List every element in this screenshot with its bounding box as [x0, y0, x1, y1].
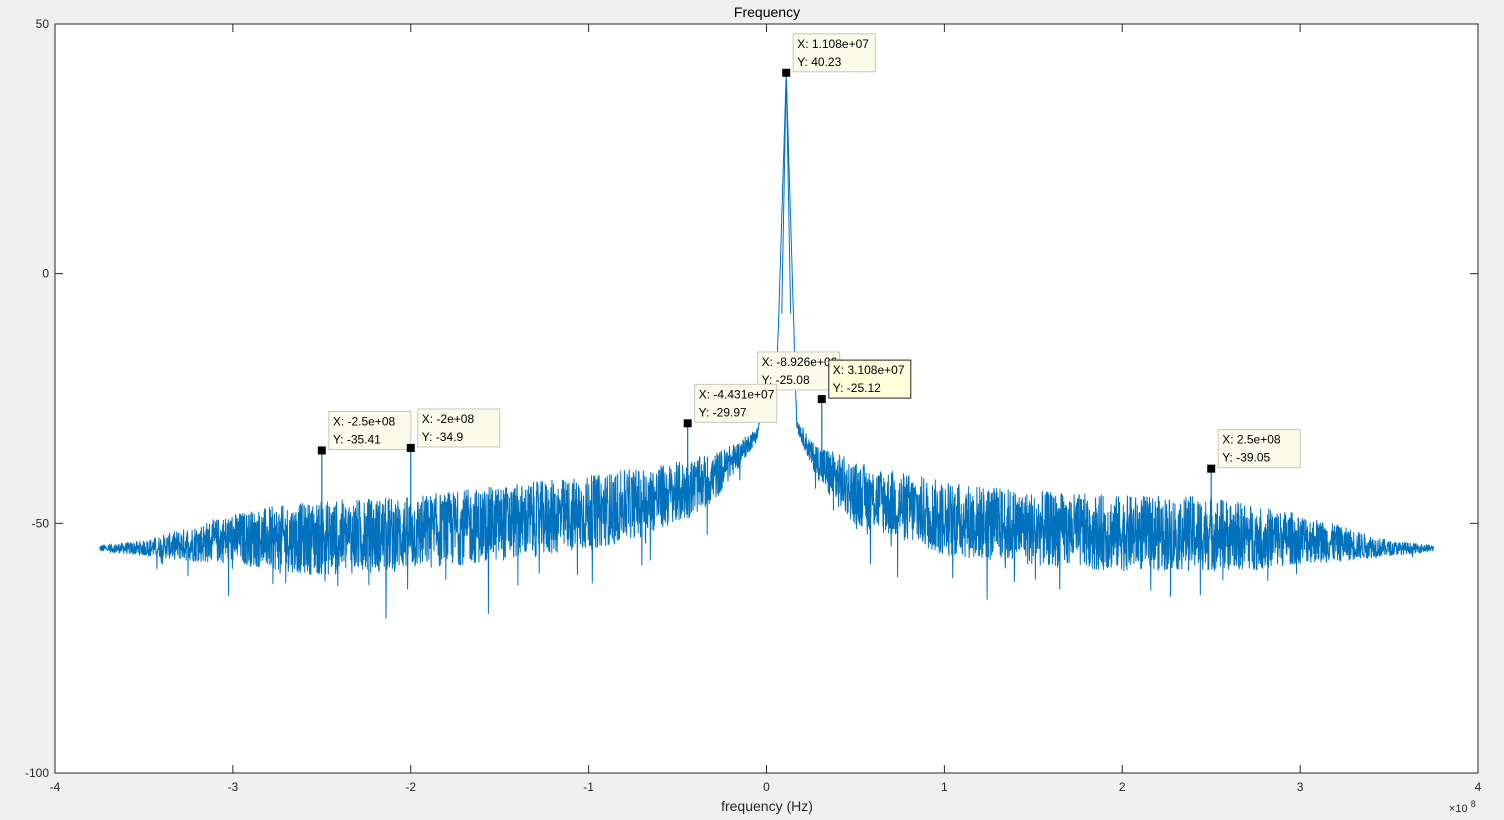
datatip-box [1217, 429, 1301, 469]
datatip[interactable]: X: -4.431e+07 Y: -29.97 [683, 383, 778, 428]
datatip[interactable]: X: 3.108e+07 Y: -25.12 [817, 359, 912, 404]
datatip-box [792, 33, 876, 73]
datatip-box [328, 410, 412, 450]
datatip-marker[interactable] [406, 443, 415, 452]
y-tick-label: -50 [32, 516, 50, 530]
datatip-marker[interactable] [817, 395, 826, 404]
y-tick-label: 0 [42, 267, 49, 281]
datatip-marker[interactable] [683, 419, 692, 428]
datatip-marker[interactable] [1207, 464, 1216, 473]
spur-lines [321, 399, 1212, 539]
x-axis-exponent: ×10 8 [1449, 799, 1476, 815]
datatip-box [417, 408, 501, 448]
y-tick-label: 50 [36, 17, 50, 31]
x-tick-label: 0 [763, 780, 770, 794]
datatip-text: Y: -29.97 [699, 405, 747, 419]
datatip-text: X: 2.5e+08 [1222, 433, 1281, 447]
datatip[interactable]: X: -2.5e+08 Y: -35.41 [317, 410, 412, 455]
datatip-marker[interactable] [782, 68, 791, 77]
datatip[interactable]: X: -8.926e+06 Y: -25.08 [746, 351, 841, 403]
axes-box [54, 23, 1479, 774]
x-axis-label: frequency (Hz) [721, 798, 813, 814]
x-tick-label: 3 [1297, 780, 1304, 794]
datatip-text: X: -8.926e+06 [762, 355, 838, 369]
x-tick-label: 1 [941, 780, 948, 794]
datatip-box [757, 351, 841, 391]
y-tick-label: -100 [25, 766, 49, 780]
x-axis-exponent-power: 8 [1471, 799, 1476, 809]
datatip-text: X: -4.431e+07 [699, 387, 775, 401]
x-tick-label: -3 [228, 780, 239, 794]
datatip-text: Y: -34.9 [422, 430, 464, 444]
datatip-text: X: -2e+08 [422, 412, 475, 426]
datatip-box [694, 383, 778, 423]
datatip-text: Y: -39.05 [1222, 451, 1270, 465]
chart-title: Frequency [734, 4, 800, 20]
x-tick-label: 2 [1119, 780, 1126, 794]
datatip-marker[interactable] [317, 446, 326, 455]
datatip-text: Y: -25.12 [833, 381, 881, 395]
datatip[interactable]: X: 1.108e+07 Y: 40.23 [782, 33, 876, 77]
datatip-box [828, 359, 912, 399]
datatip-text: X: -2.5e+08 [333, 414, 396, 428]
datatips[interactable]: X: 1.108e+07Y: 40.23X: 0X: -8.926e+06Y: … [317, 33, 1301, 473]
x-tick-label: 4 [1475, 780, 1482, 794]
x-tick-label: -2 [405, 780, 416, 794]
datatip-text: X: 3.108e+07 [833, 363, 905, 377]
datatip-text: Y: -35.41 [333, 432, 381, 446]
x-tick-label: -4 [50, 780, 61, 794]
datatip[interactable]: X: -2e+08 Y: -34.9 [406, 408, 501, 452]
datatip-text: Y: 40.23 [797, 55, 841, 69]
datatip-text: Y: -25.08 [762, 373, 810, 387]
x-axis-exponent-base: ×10 [1449, 803, 1468, 815]
x-tick-label: -1 [583, 780, 594, 794]
datatip[interactable]: X: 2.5e+08 Y: -39.05 [1207, 429, 1301, 473]
datatip-text: X: 1.108e+07 [797, 37, 869, 51]
